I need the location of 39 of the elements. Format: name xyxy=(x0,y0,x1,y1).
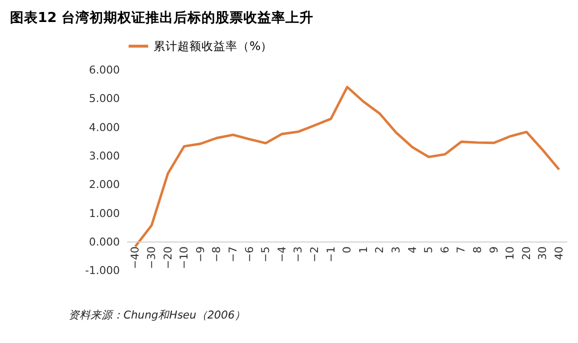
x-tick-label: −2 xyxy=(308,246,322,262)
x-tick-label: 8 xyxy=(471,246,484,254)
x-tick-label: 20 xyxy=(520,246,533,260)
x-tick-label: 30 xyxy=(536,246,550,260)
y-tick-label: 5.000 xyxy=(89,92,120,106)
x-tick-label: 6 xyxy=(438,246,452,254)
x-tick-label: 40 xyxy=(552,246,566,260)
chart-title: 图表12 台湾初期权证推出后标的股票收益率上升 xyxy=(10,9,314,26)
y-tick-label: 0.000 xyxy=(89,235,120,248)
x-tick-label: 7 xyxy=(454,246,468,254)
x-tick-label: 10 xyxy=(504,246,517,260)
x-tick-label: −9 xyxy=(194,246,207,262)
x-tick-label: 0 xyxy=(340,246,354,254)
x-tick-label: 4 xyxy=(406,246,419,254)
y-tick-label: 2.000 xyxy=(89,178,120,192)
x-tick-label: −8 xyxy=(210,246,224,262)
x-tick-label: −5 xyxy=(259,246,272,262)
x-tick-label: −4 xyxy=(275,246,288,262)
x-tick-label: −10 xyxy=(178,246,191,270)
x-tick-label: −20 xyxy=(161,246,174,270)
x-tick-label: 9 xyxy=(487,246,500,254)
x-tick-label: −3 xyxy=(292,246,305,262)
x-tick-label: 5 xyxy=(422,246,436,254)
x-tick-label: −7 xyxy=(226,246,240,262)
y-tick-label: 6.000 xyxy=(89,64,120,77)
y-tick-label: 4.000 xyxy=(89,120,120,134)
y-tick-label: 3.000 xyxy=(89,149,120,162)
legend-label: 累计超额收益率（%） xyxy=(154,39,273,54)
x-tick-label: 2 xyxy=(373,246,386,254)
x-tick-label: −30 xyxy=(145,246,158,270)
text: 资料来源：Chung和Hseu（2006） xyxy=(68,308,246,322)
x-tick-label: −40 xyxy=(128,246,142,270)
line-series xyxy=(134,86,560,248)
x-tick-label: 1 xyxy=(356,246,370,254)
x-tick-label: −6 xyxy=(242,246,256,262)
x-tick-label: −1 xyxy=(324,246,338,262)
x-tick-label: 3 xyxy=(390,246,403,254)
y-tick-label: -1.000 xyxy=(85,264,120,278)
y-tick-label: 1.000 xyxy=(89,206,120,220)
